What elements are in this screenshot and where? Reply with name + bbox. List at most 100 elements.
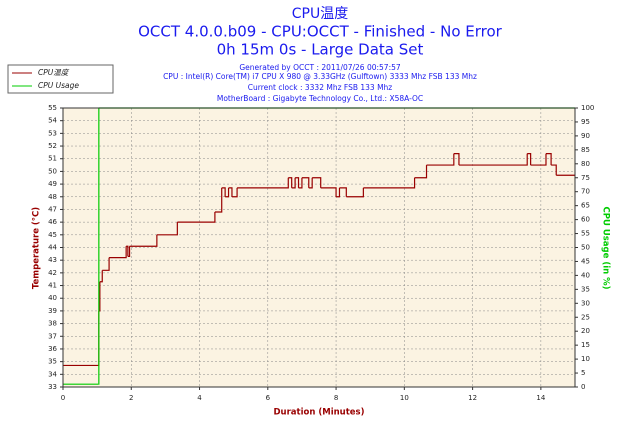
data-line: [102, 257, 110, 271]
y2-tick-label: 80: [581, 160, 590, 168]
info-line: Generated by OCCT : 2011/07/26 00:57:57: [239, 63, 401, 72]
y2-tick-label: 15: [581, 341, 590, 349]
data-line: [231, 187, 238, 198]
y-tick-label: 40: [48, 294, 57, 302]
data-line: [308, 177, 313, 189]
info-line: CPU : Intel(R) Core(TM) i7 CPU X 980 @ 3…: [163, 72, 477, 81]
legend: [7, 64, 114, 94]
y-tick-label: 50: [48, 167, 57, 175]
info-line: Current clock : 3332 Mhz FSB 133 Mhz: [248, 83, 393, 92]
y2-tick-label: 75: [581, 174, 590, 182]
info-line: MotherBoard : Gigabyte Technology Co., L…: [217, 94, 423, 103]
data-line: [551, 164, 557, 176]
y2-tick-label: 25: [581, 313, 590, 321]
data-line: [288, 177, 293, 188]
chart-title: CPU温度: [292, 6, 348, 22]
data-line: [214, 187, 223, 213]
y-tick-label: 47: [48, 205, 57, 213]
data-line: [156, 222, 178, 236]
legend-label: CPU Usage: [38, 81, 79, 90]
y2-tick-label: 45: [581, 257, 590, 265]
data-line: [414, 165, 428, 179]
data-line: [225, 187, 230, 198]
y2-tick-label: 100: [581, 104, 594, 112]
y2-tick-label: 55: [581, 230, 590, 238]
data-line: [545, 153, 552, 166]
y2-tick-label: 0: [581, 383, 585, 391]
x-tick-label: 0: [61, 394, 65, 402]
y-tick-label: 48: [48, 193, 57, 201]
y-tick-label: 49: [48, 180, 57, 188]
data-line: [312, 177, 322, 188]
y-tick-label: 46: [48, 218, 57, 226]
y2-tick-label: 65: [581, 202, 590, 210]
y-tick-label: 39: [48, 307, 57, 315]
y2-tick-label: 35: [581, 285, 590, 293]
y2-axis-label: CPU Usage (in %): [601, 206, 611, 289]
x-tick-label: 2: [129, 394, 133, 402]
y-tick-label: 35: [48, 358, 57, 366]
x-tick-label: 10: [400, 394, 409, 402]
y2-tick-label: 20: [581, 327, 590, 335]
y-tick-label: 51: [48, 155, 57, 163]
y-tick-label: 41: [48, 282, 57, 290]
y-tick-label: 45: [48, 231, 57, 239]
y-tick-label: 55: [48, 104, 57, 112]
y2-tick-label: 70: [581, 188, 590, 196]
y-tick-label: 38: [48, 320, 57, 328]
y-tick-label: 33: [48, 383, 57, 391]
data-line: [363, 177, 416, 189]
y2-tick-label: 85: [581, 146, 590, 154]
y2-tick-label: 5: [581, 369, 585, 377]
y-tick-label: 54: [48, 117, 57, 125]
data-line: [298, 177, 303, 189]
chart-subtitle: OCCT 4.0.0.b09 - CPU:OCCT - Finished - N…: [138, 23, 503, 41]
y2-tick-label: 30: [581, 299, 590, 307]
chart-subtitle: 0h 15m 0s - Large Data Set: [217, 41, 424, 59]
y2-tick-label: 60: [581, 216, 590, 224]
x-tick-label: 12: [468, 394, 477, 402]
data-line: [295, 177, 300, 188]
y2-tick-label: 95: [581, 118, 590, 126]
y2-tick-label: 40: [581, 271, 590, 279]
data-line: [458, 153, 528, 166]
x-tick-label: 8: [334, 394, 338, 402]
data-line: [127, 246, 131, 257]
y2-tick-label: 10: [581, 355, 590, 363]
data-line: [530, 153, 547, 166]
data-line: [301, 177, 310, 188]
data-line: [98, 108, 100, 385]
legend-label: CPU温度: [38, 68, 70, 77]
data-line: [527, 153, 532, 166]
y-tick-label: 34: [48, 370, 57, 378]
y-tick-label: 53: [48, 129, 57, 137]
data-line: [99, 270, 103, 283]
data-line: [228, 187, 233, 197]
y-tick-label: 44: [48, 244, 57, 252]
y-tick-label: 42: [48, 269, 57, 277]
data-line: [346, 187, 364, 198]
data-line: [237, 177, 289, 189]
data-line: [291, 177, 296, 189]
data-line: [426, 153, 455, 166]
data-line: [177, 211, 216, 223]
data-line: [129, 234, 158, 247]
y2-tick-label: 90: [581, 132, 590, 140]
x-tick-label: 14: [536, 394, 545, 402]
data-line: [336, 187, 341, 198]
data-line: [221, 187, 226, 197]
data-line: [453, 153, 460, 166]
data-line: [109, 246, 127, 259]
y-tick-label: 37: [48, 332, 57, 340]
y2-tick-label: 50: [581, 244, 590, 252]
y-axis-label: Temperature (°C): [32, 207, 42, 289]
data-line: [126, 245, 129, 257]
y-tick-label: 43: [48, 256, 57, 264]
data-line: [339, 187, 347, 197]
plot-frame: [62, 107, 576, 388]
data-line: [320, 187, 337, 197]
x-tick-label: 4: [197, 394, 202, 402]
y-tick-label: 36: [48, 345, 57, 353]
y-tick-label: 52: [48, 142, 57, 150]
